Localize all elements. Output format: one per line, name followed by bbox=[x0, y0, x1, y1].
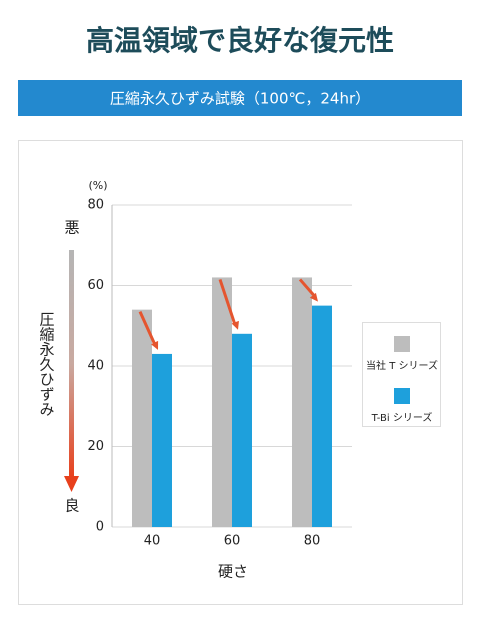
change-arrow-head bbox=[231, 320, 239, 330]
legend-label: T-Bi シリーズ bbox=[371, 411, 433, 424]
legend-label: 当社 T シリーズ bbox=[366, 359, 438, 372]
banner bbox=[18, 80, 462, 116]
legend-swatch bbox=[394, 388, 410, 404]
severity-arrow bbox=[69, 250, 74, 478]
title: 高温領域で良好な復元性 bbox=[86, 24, 394, 57]
bar bbox=[232, 333, 252, 527]
y-tick-label: 60 bbox=[87, 278, 104, 293]
bar bbox=[312, 305, 332, 527]
subtitle: 圧縮永久ひずみ試験（100℃，24hr） bbox=[110, 90, 370, 108]
change-arrow-head bbox=[151, 340, 159, 350]
y-tick-label: 0 bbox=[96, 520, 104, 535]
bar bbox=[132, 309, 152, 527]
y-tick-label: 20 bbox=[87, 439, 104, 454]
legend-swatch bbox=[394, 336, 410, 352]
change-arrow-head bbox=[309, 292, 318, 302]
change-arrow bbox=[218, 278, 237, 326]
y-axis-label: 圧縮永久ひずみ bbox=[38, 312, 56, 417]
y-top-label: 悪 bbox=[64, 219, 79, 237]
y-bottom-label: 良 bbox=[64, 497, 79, 515]
x-tick-label: 40 bbox=[144, 534, 161, 549]
bar bbox=[152, 353, 172, 527]
y-tick-label: 80 bbox=[87, 198, 104, 213]
y-tick-label: 40 bbox=[87, 359, 104, 374]
y-unit: (%) bbox=[88, 179, 107, 192]
bar bbox=[292, 277, 312, 527]
change-arrow bbox=[138, 311, 157, 346]
change-arrow bbox=[298, 278, 317, 298]
x-axis-label: 硬さ bbox=[218, 563, 248, 581]
bar bbox=[212, 277, 232, 527]
x-tick-label: 80 bbox=[304, 534, 321, 549]
x-tick-label: 60 bbox=[224, 534, 241, 549]
severity-arrow-head bbox=[64, 476, 79, 492]
